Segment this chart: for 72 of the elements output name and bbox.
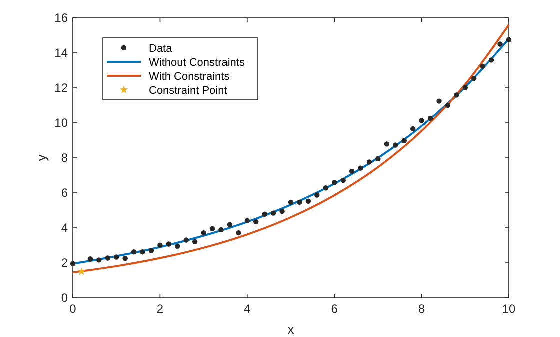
point (419, 118, 424, 124)
point (218, 227, 224, 233)
legend-label: Data (149, 43, 174, 55)
point (114, 254, 120, 260)
x-tick-label: 6 (331, 302, 338, 316)
y-tick-label: 16 (54, 11, 68, 25)
point (175, 244, 180, 249)
x-tick-label: 10 (502, 302, 516, 316)
point (192, 239, 198, 244)
point (340, 178, 346, 184)
point (210, 226, 216, 232)
y-tick-label: 12 (54, 81, 68, 95)
point (244, 218, 250, 224)
point (280, 208, 285, 214)
point (288, 200, 294, 206)
point (366, 160, 372, 165)
point (78, 268, 86, 276)
legend-label: Constraint Point (149, 85, 228, 97)
legend-label: With Constraints (149, 71, 230, 83)
point (472, 76, 477, 82)
point (140, 250, 146, 255)
point (323, 186, 328, 191)
point (166, 242, 172, 247)
point (436, 98, 442, 104)
x-tick-label: 4 (244, 302, 252, 316)
y-tick-label: 14 (54, 46, 68, 60)
point (158, 242, 163, 248)
point (384, 142, 390, 147)
y-tick-label: 4 (61, 221, 68, 235)
point (410, 126, 416, 132)
point (227, 222, 233, 228)
y-tick-label: 8 (61, 151, 68, 165)
x-axis-title: x (288, 322, 295, 337)
point (70, 261, 76, 266)
point (96, 258, 102, 263)
y-tick-label: 0 (61, 291, 68, 305)
point (349, 168, 355, 174)
point (131, 250, 137, 255)
point (462, 85, 468, 90)
point (480, 64, 486, 69)
point (148, 248, 154, 254)
point (402, 138, 407, 144)
point (306, 198, 312, 204)
point (445, 102, 451, 108)
y-axis-title: y (34, 154, 49, 162)
point (236, 230, 242, 236)
point (105, 256, 110, 261)
point (332, 180, 338, 186)
legend-label: Without Constraints (149, 57, 246, 69)
point (506, 37, 512, 42)
y-tick-label: 6 (61, 186, 68, 200)
point (262, 212, 268, 217)
point (122, 256, 128, 262)
point (358, 166, 364, 171)
point (254, 219, 259, 224)
y-tick-label: 2 (61, 256, 68, 270)
point (201, 230, 206, 236)
point (488, 58, 494, 63)
y-tick-label: 10 (54, 116, 68, 130)
x-tick-label: 8 (418, 302, 426, 316)
point (297, 200, 302, 206)
point (428, 116, 434, 122)
point (376, 156, 381, 162)
point (393, 142, 398, 148)
x-tick-label: 2 (156, 302, 164, 316)
point (270, 210, 276, 216)
point (498, 42, 503, 47)
point (88, 256, 94, 262)
point (184, 238, 189, 243)
point (314, 192, 320, 198)
point (454, 92, 460, 98)
x-tick-label: 0 (70, 302, 77, 316)
